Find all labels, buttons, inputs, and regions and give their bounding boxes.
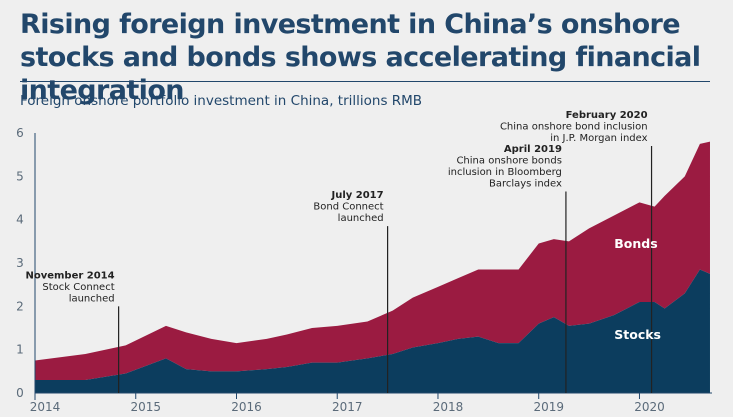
annotation-date: November 2014 [25,270,114,281]
x-tick-label: 2019 [533,400,564,414]
x-tick-label: 2016 [231,400,262,414]
y-tick-label: 4 [16,213,24,227]
title-divider [20,81,710,82]
y-tick-label: 3 [16,256,24,270]
chart-title: Rising foreign investment in China’s ons… [20,9,701,106]
x-tick-label: 2015 [130,400,161,414]
bonds-series-label: Bonds [614,236,657,251]
annotation-date: April 2019 [504,144,562,155]
annotation-text: in J.P. Morgan index [550,133,647,144]
annotation-text: China onshore bonds [456,156,561,167]
annotation-text: Bond Connect [313,202,383,213]
annotation-text: China onshore bond inclusion [500,122,648,133]
annotation-date: February 2020 [566,110,648,121]
annotation-text: launched [338,213,384,224]
annotation-text: Barclays index [489,179,562,190]
x-tick-label: 2017 [332,400,363,414]
x-tick-label: 2018 [433,400,464,414]
stocks-area [35,269,710,393]
annotation-text: inclusion in Bloomberg [448,167,562,178]
bonds-area [35,141,710,380]
annotation-date: July 2017 [330,190,383,201]
annotation-text: launched [69,293,115,304]
x-tick-label: 2020 [634,400,665,414]
chart-subtitle: Foreign onshore portfolio investment in … [20,93,423,109]
y-tick-label: 1 [16,343,24,357]
x-tick-label: 2014 [30,400,61,414]
annotation-text: Stock Connect [42,282,114,293]
y-tick-label: 2 [16,299,24,313]
y-tick-label: 6 [16,126,24,140]
stocks-series-label: Stocks [614,327,661,342]
y-tick-label: 5 [16,169,24,183]
y-tick-label: 0 [16,386,24,400]
